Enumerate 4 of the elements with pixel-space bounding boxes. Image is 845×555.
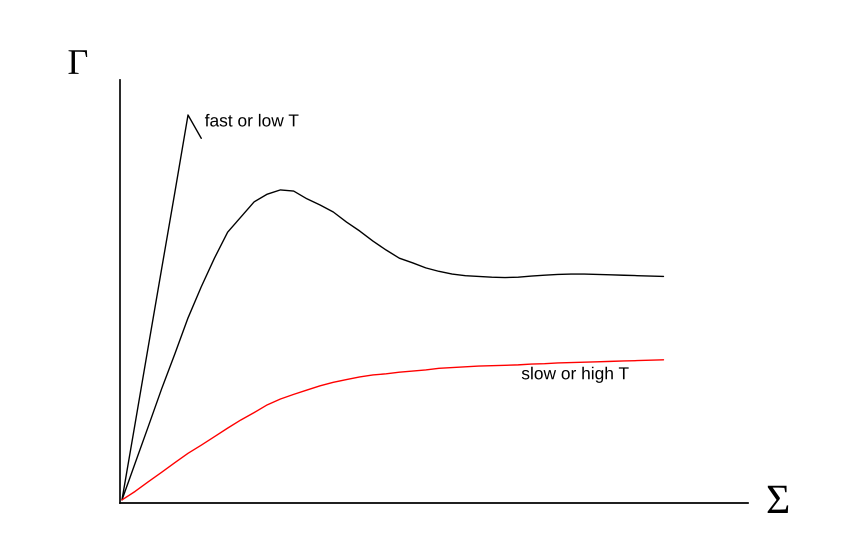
series-label: slow or high T (522, 366, 629, 383)
y-axis-title: Γ (68, 50, 88, 74)
series-label: fast or low T (204, 114, 299, 127)
x-axis-title: Σ (768, 486, 788, 514)
